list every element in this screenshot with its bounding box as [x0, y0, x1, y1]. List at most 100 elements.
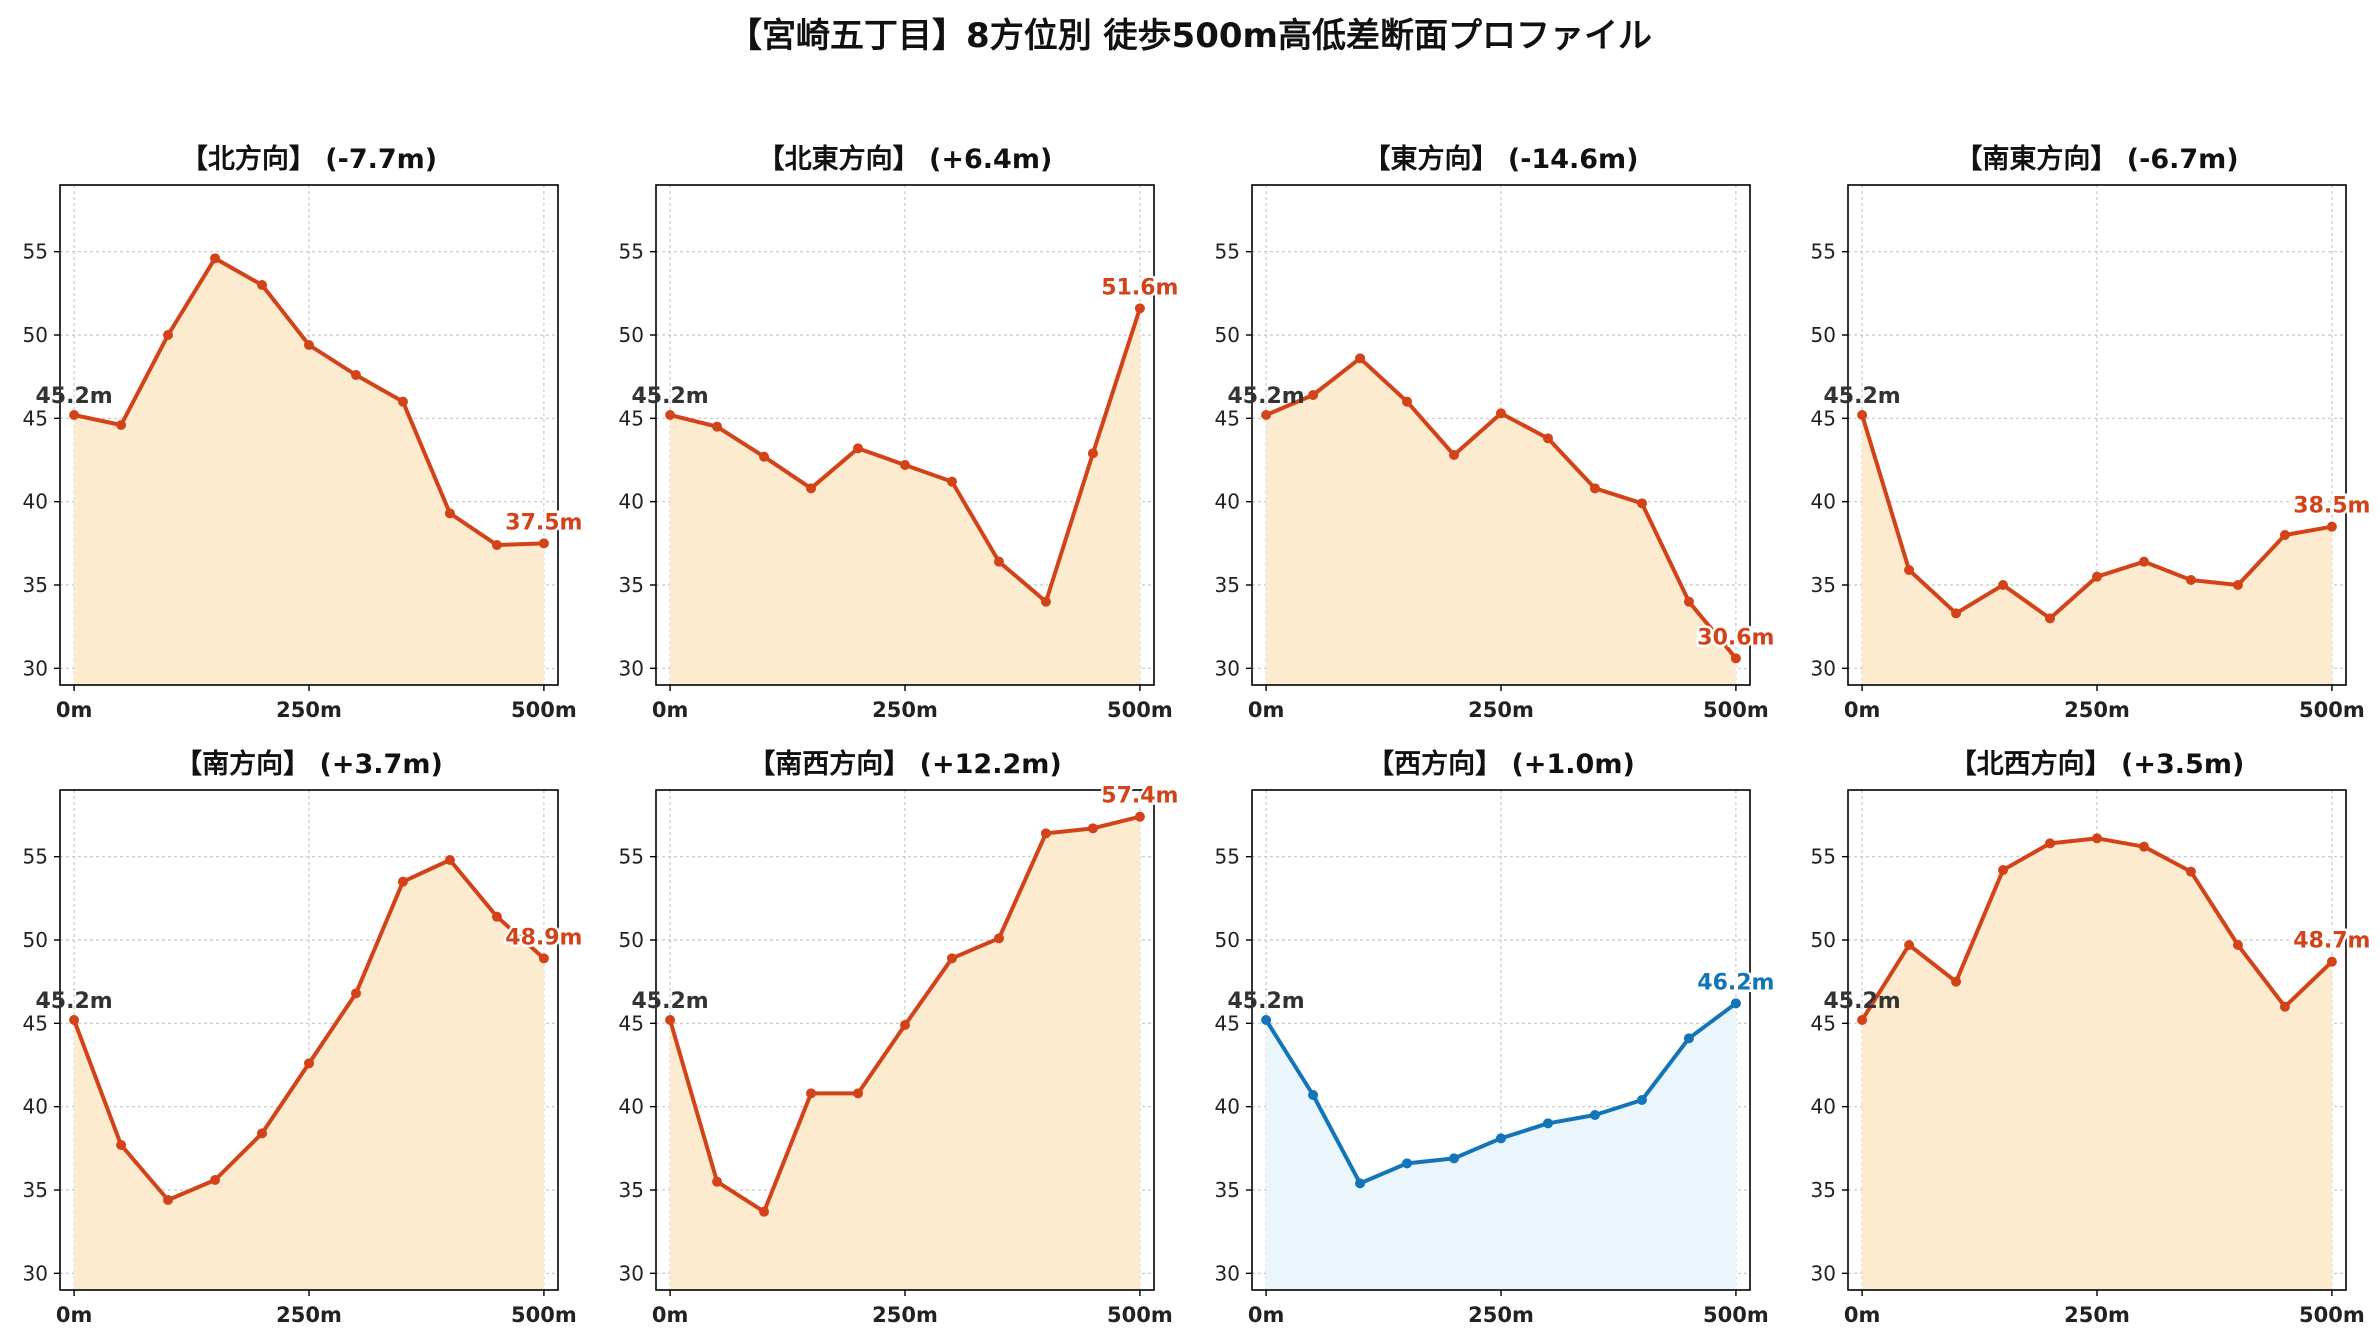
data-point [2092, 571, 2102, 582]
x-tick-label: 0m [1844, 698, 1881, 722]
y-tick-label: 40 [1811, 490, 1836, 514]
data-point [1449, 1153, 1460, 1164]
y-tick-label: 50 [1811, 928, 1836, 952]
data-point [538, 953, 549, 964]
y-tick-label: 45 [619, 406, 644, 430]
data-point [2045, 613, 2056, 624]
data-point [350, 988, 361, 999]
data-point [2045, 838, 2056, 849]
x-tick-label: 250m [1468, 1303, 1534, 1327]
y-tick-label: 30 [1215, 656, 1240, 680]
data-point [1542, 1118, 1553, 1129]
x-tick-label: 500m [1703, 698, 1769, 722]
chart-panel: 30 35 40 45 50 55 0m 250m 500m 【北西方向】 (+3.5m) 45.2… [1811, 748, 2373, 1327]
y-tick-label: 35 [1811, 573, 1836, 597]
data-point [2232, 580, 2243, 590]
x-tick-label: 250m [1468, 698, 1534, 722]
data-point [993, 933, 1004, 944]
panel-title: 【西方向】 (+1.0m) [1367, 748, 1635, 780]
data-point [712, 1176, 723, 1187]
y-tick-label: 45 [23, 1011, 48, 1035]
data-point [2185, 575, 2196, 585]
x-tick-label: 500m [2299, 1303, 2365, 1327]
data-point [491, 911, 502, 922]
x-tick-label: 0m [1248, 1303, 1285, 1327]
data-point [806, 483, 817, 494]
data-point [853, 443, 864, 454]
data-point [900, 460, 910, 470]
x-tick-label: 250m [872, 1303, 938, 1327]
x-tick-label: 0m [652, 698, 689, 722]
y-tick-label: 45 [1215, 1011, 1240, 1035]
data-point [853, 1088, 864, 1099]
data-point [1730, 653, 1741, 664]
x-tick-label: 250m [2064, 1303, 2130, 1327]
start-value-label: 45.2m [1823, 989, 1900, 1014]
area-fill [1266, 1003, 1736, 1290]
data-point [1496, 1133, 1506, 1144]
area-fill [670, 816, 1140, 1290]
data-point [538, 538, 549, 549]
end-value-label: 51.6m [1101, 275, 1178, 300]
area-fill [1862, 415, 2332, 685]
data-point [257, 280, 268, 290]
data-point [993, 556, 1004, 567]
data-point [665, 1015, 676, 1025]
panel-title: 【南方向】 (+3.7m) [175, 748, 443, 780]
start-value-label: 45.2m [1823, 384, 1900, 409]
chart-panel: 30 35 40 45 50 55 0m 250m 500m 【北東方向】 (+6.4m) 45.2… [619, 143, 1181, 722]
panel-title: 【東方向】 (-14.6m) [1363, 143, 1638, 175]
y-tick-label: 30 [1215, 1261, 1240, 1285]
x-tick-label: 500m [2299, 698, 2365, 722]
y-tick-label: 40 [23, 1095, 48, 1119]
y-tick-label: 30 [619, 1261, 644, 1285]
data-point [2232, 940, 2243, 950]
data-point [900, 1020, 910, 1030]
y-tick-label: 55 [619, 240, 644, 264]
y-tick-label: 45 [1811, 1011, 1836, 1035]
data-point [1040, 596, 1051, 607]
data-point [2185, 866, 2196, 877]
y-tick-label: 55 [1215, 845, 1240, 869]
data-point [759, 1206, 770, 1217]
y-tick-label: 40 [619, 490, 644, 514]
data-point [1683, 596, 1694, 607]
y-tick-label: 40 [1811, 1095, 1836, 1119]
data-point [1730, 998, 1741, 1009]
y-tick-label: 55 [1215, 240, 1240, 264]
end-value-label: 46.2m [1697, 970, 1774, 995]
start-value-label: 45.2m [1227, 989, 1304, 1014]
start-value-label: 45.2m [35, 384, 112, 409]
data-point [759, 451, 770, 462]
data-point [1261, 1015, 1272, 1025]
data-point [1636, 1095, 1647, 1105]
y-tick-label: 30 [1811, 656, 1836, 680]
x-tick-label: 250m [2064, 698, 2130, 722]
y-tick-label: 55 [23, 240, 48, 264]
page-title: 【宮崎五丁目】8方位別 徒歩500m高低差断面プロファイル [728, 16, 1652, 56]
chart-panel: 30 35 40 45 50 55 0m 250m 500m 【東方向】 (-14.6m) 45.2… [1215, 143, 1777, 722]
data-point [1542, 433, 1553, 444]
y-tick-label: 45 [619, 1011, 644, 1035]
y-tick-label: 50 [619, 323, 644, 347]
y-tick-label: 35 [23, 573, 48, 597]
y-tick-label: 35 [619, 1178, 644, 1202]
start-value-label: 45.2m [631, 989, 708, 1014]
chart-panel: 30 35 40 45 50 55 0m 250m 500m 【北方向】 (-7.7m) 45.2m… [23, 143, 585, 722]
y-tick-label: 50 [23, 928, 48, 952]
y-tick-label: 55 [1811, 845, 1836, 869]
data-point [946, 953, 957, 964]
y-tick-label: 30 [619, 656, 644, 680]
data-point [1261, 410, 1272, 420]
area-fill [74, 860, 544, 1290]
data-point [69, 1015, 80, 1025]
data-point [1951, 976, 1962, 987]
data-point [491, 540, 502, 550]
data-point [350, 370, 361, 380]
end-value-label: 30.6m [1697, 625, 1774, 650]
y-tick-label: 35 [619, 573, 644, 597]
y-tick-label: 40 [1215, 490, 1240, 514]
y-tick-label: 35 [1215, 1178, 1240, 1202]
x-tick-label: 500m [1107, 698, 1173, 722]
